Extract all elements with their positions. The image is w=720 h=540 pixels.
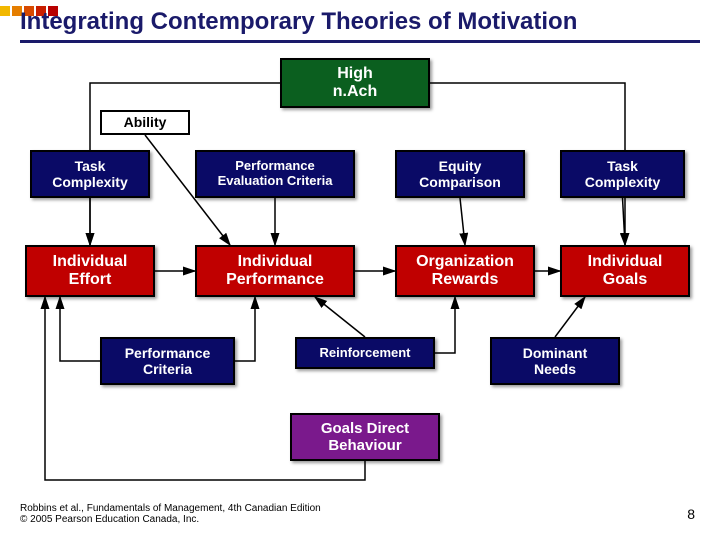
box-equity: EquityComparison bbox=[395, 150, 525, 198]
page-number: 8 bbox=[687, 506, 695, 522]
box-perfEval: PerformanceEvaluation Criteria bbox=[195, 150, 355, 198]
box-perfCrit: PerformanceCriteria bbox=[100, 337, 235, 385]
box-taskComp2: TaskComplexity bbox=[560, 150, 685, 198]
box-goalsDir: Goals DirectBehaviour bbox=[290, 413, 440, 461]
box-ability: Ability bbox=[100, 110, 190, 135]
box-indEffort: IndividualEffort bbox=[25, 245, 155, 297]
footer-citation: Robbins et al., Fundamentals of Manageme… bbox=[20, 503, 321, 525]
box-reinforce: Reinforcement bbox=[295, 337, 435, 369]
box-indPerf: IndividualPerformance bbox=[195, 245, 355, 297]
box-orgRew: OrganizationRewards bbox=[395, 245, 535, 297]
box-indGoals: IndividualGoals bbox=[560, 245, 690, 297]
slide-title: Integrating Contemporary Theories of Mot… bbox=[20, 8, 700, 43]
box-taskComp1: TaskComplexity bbox=[30, 150, 150, 198]
box-domNeeds: DominantNeeds bbox=[490, 337, 620, 385]
box-highNach: Highn.Ach bbox=[280, 58, 430, 108]
